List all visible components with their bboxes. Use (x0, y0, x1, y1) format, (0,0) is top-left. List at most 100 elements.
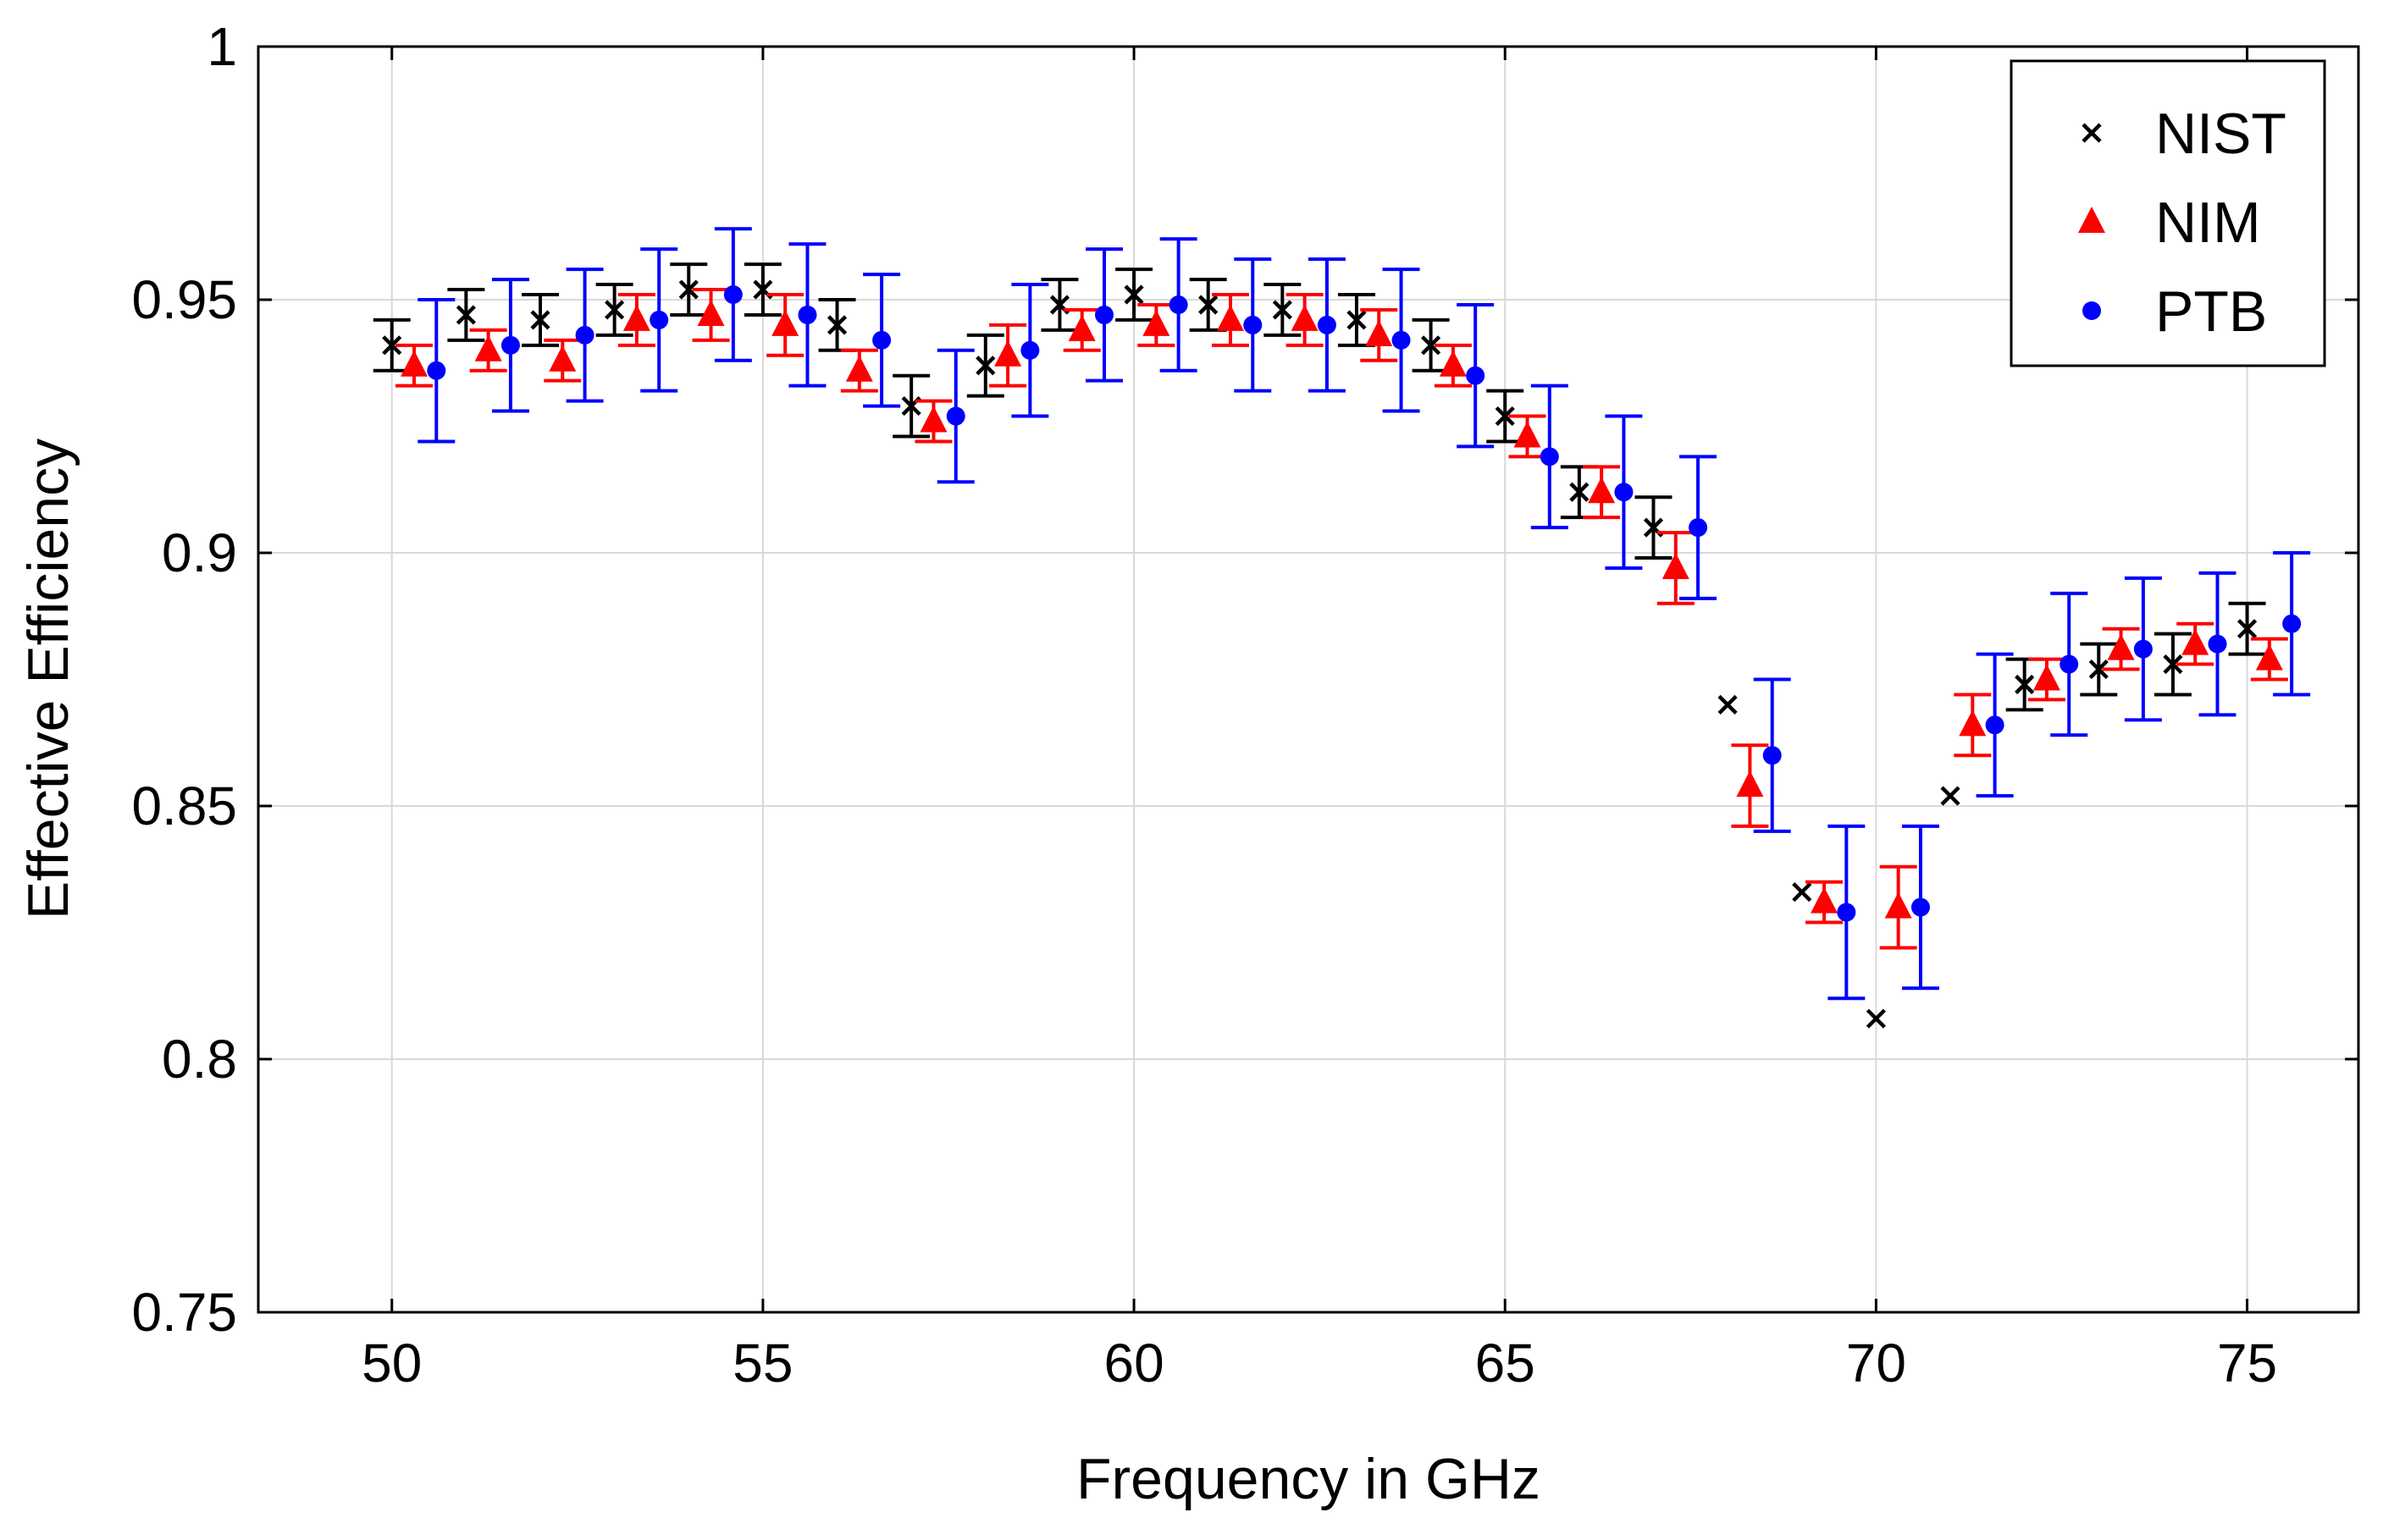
y-tick-label: 1 (207, 16, 237, 77)
x-axis-label: Frequency in GHz (1076, 1447, 1540, 1511)
legend-label-nist: NIST (2155, 102, 2286, 166)
plot-frame (257, 45, 2360, 1314)
point-nim (1736, 770, 1764, 798)
point-ptb (872, 330, 892, 350)
y-tick-label: 0.95 (131, 269, 237, 330)
x-tick-label: 65 (1475, 1333, 1535, 1394)
point-ptb (1540, 447, 1559, 466)
y-tick-label: 0.85 (131, 776, 237, 836)
point-nist (1198, 295, 1219, 315)
point-nim (1142, 309, 1170, 336)
point-nim (994, 339, 1022, 367)
y-axis-label: Effective Efficiency (16, 439, 80, 919)
point-nist (1272, 300, 1292, 320)
point-ptb (575, 325, 594, 345)
point-ptb (1391, 330, 1411, 350)
point-nim (920, 406, 948, 433)
point-nist (2236, 619, 2258, 639)
point-ptb (1169, 295, 1188, 314)
point-nim (1365, 319, 1393, 346)
x-tick-label: 70 (1846, 1333, 1906, 1394)
y-tick-label: 0.8 (162, 1029, 237, 1090)
point-ptb (1614, 483, 1634, 502)
point-ptb (946, 406, 965, 426)
point-nim (1513, 421, 1541, 448)
point-ptb (798, 305, 817, 324)
point-nim (1811, 886, 1838, 914)
point-nist (2088, 659, 2109, 680)
point-ptb (427, 361, 446, 380)
y-tick-label: 0.75 (131, 1282, 237, 1343)
point-nim (1588, 477, 1616, 504)
series-layer (373, 227, 2311, 1029)
point-nim (1216, 304, 1244, 331)
point-nist (1124, 284, 1144, 305)
point-ptb (1689, 518, 1708, 538)
point-nim (2032, 664, 2060, 691)
point-nist (456, 305, 476, 325)
point-nim (474, 334, 502, 362)
point-nim (1661, 552, 1689, 579)
point-ptb (2282, 614, 2302, 633)
point-ptb (1243, 315, 1263, 334)
point-ptb (1762, 746, 1782, 765)
point-ptb (1020, 340, 1040, 360)
point-nim (549, 345, 577, 372)
point-nist (1940, 786, 1960, 806)
point-nist (976, 356, 996, 376)
x-tick-label: 75 (2217, 1333, 2277, 1394)
point-nist (382, 335, 402, 356)
legend: NIST NIM PTB (2010, 59, 2326, 367)
series-ptb (417, 227, 2311, 1001)
point-ptb (650, 310, 669, 329)
point-ptb (2060, 654, 2079, 674)
series-nim (395, 288, 2288, 950)
point-nist (1792, 882, 1812, 902)
point-nist (2015, 674, 2035, 695)
point-nim (622, 304, 650, 331)
point-nim (401, 350, 428, 377)
point-nist (827, 315, 848, 335)
point-ptb (2133, 639, 2153, 659)
point-nim (1439, 350, 1467, 377)
point-nim (1884, 891, 1912, 919)
point-nist (678, 279, 699, 300)
point-ptb (2208, 634, 2227, 654)
point-nim (845, 355, 873, 382)
legend-label-nim: NIM (2155, 190, 2261, 255)
x-tick-label: 55 (733, 1333, 793, 1394)
point-nist (1495, 406, 1515, 427)
y-tick-label: 0.9 (162, 522, 237, 583)
point-nist (1866, 1008, 1886, 1029)
point-ptb (1317, 315, 1336, 334)
point-nim (1959, 709, 1987, 737)
x-tick-label: 60 (1103, 1333, 1164, 1394)
point-nim (2107, 633, 2135, 660)
tick-layer: 50 55 60 65 70 75 0.75 0.8 0.85 0.9 0.95 1 (131, 16, 2358, 1394)
legend-marker-nist (2082, 123, 2102, 143)
point-ptb (1985, 715, 2004, 735)
point-ptb (723, 285, 743, 305)
point-ptb (500, 335, 520, 355)
x-tick-label: 50 (362, 1333, 422, 1394)
legend-box (2010, 59, 2326, 367)
point-nist (605, 300, 625, 320)
point-nim (2181, 628, 2209, 655)
point-nist (1717, 694, 1738, 715)
point-nist (1569, 482, 1590, 502)
point-nim (771, 309, 799, 336)
point-nim (1068, 314, 1096, 341)
legend-marker-nim (2078, 207, 2105, 233)
legend-label-ptb: PTB (2155, 279, 2267, 344)
point-nim (1291, 304, 1319, 331)
point-ptb (1095, 305, 1114, 324)
point-ptb (1466, 366, 1485, 385)
point-ptb (1837, 902, 1856, 922)
point-nist (1346, 310, 1367, 330)
point-nist (2163, 654, 2183, 675)
series-nist (373, 262, 2266, 1029)
point-nist (1420, 335, 1441, 356)
